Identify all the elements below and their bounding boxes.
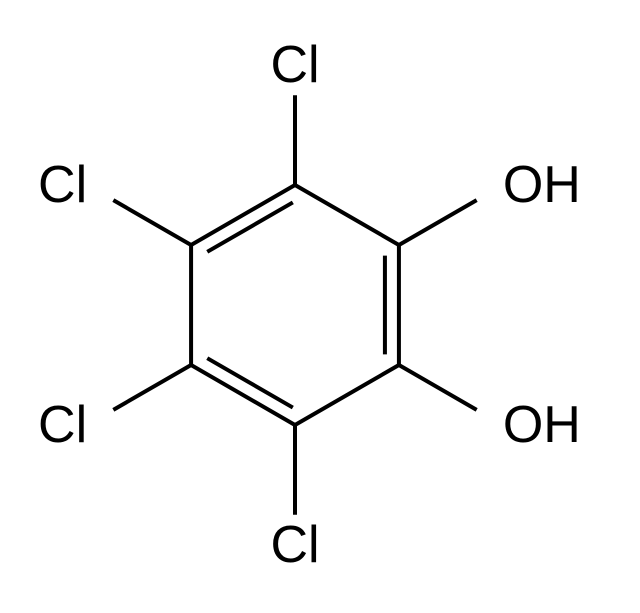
atom-label-layer: OH OH Cl Cl Cl Cl [38,36,581,574]
bond-layer [115,97,475,513]
atom-label: Cl [270,36,319,94]
atom-label: Cl [270,516,319,574]
atom-label: Cl [38,396,87,454]
atom-label: OH [503,396,581,454]
molecule-diagram: OH OH Cl Cl Cl Cl [0,0,640,613]
atom-label: OH [503,156,581,214]
atom-label: Cl [38,156,87,214]
